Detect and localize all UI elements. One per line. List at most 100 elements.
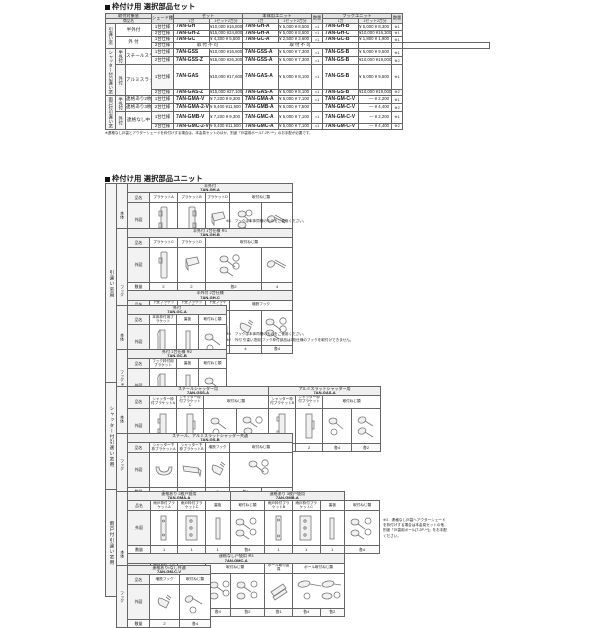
table-row: 2台仕様 取付不可 取付不可 xyxy=(106,42,490,49)
part-name: シャッター枠付ブラケットC xyxy=(176,395,204,410)
group-label-hikichigai: 引違い窓 xyxy=(105,23,116,49)
type-hangai: 半外付 xyxy=(114,23,153,37)
part-figure-amado-bracket-c2 xyxy=(291,510,321,547)
body-qty: ×1 xyxy=(311,122,324,130)
part-name: 取付ねじ類 xyxy=(197,358,228,370)
block-title: 半外付 7AN-GH-A xyxy=(126,182,294,194)
unit-section: 枠付け用 選択部品ユニット xyxy=(105,174,203,184)
part-name: 取付ねじ類 xyxy=(228,192,294,204)
set-code: 7AN-GSS xyxy=(173,47,211,58)
part-name: ポール取付ねじ類 xyxy=(291,562,346,574)
part-figure-shutter-lower-bracket-b xyxy=(177,452,206,489)
part-name: フック枠付用ブラケット xyxy=(149,358,177,370)
hook-code: 7AN-GM-C-V xyxy=(322,111,360,124)
block-title: 連格あり・なし共通 7AN-GM-C-V xyxy=(126,564,212,576)
table-row: シャッター付引違い窓 半外付 スチールスラット 1台仕様 7AN-GSS ¥10… xyxy=(105,47,490,96)
part-qty: 各4 xyxy=(322,443,353,453)
body-code: 7AN-GMB-A xyxy=(242,103,280,113)
group-label-amado: 雨戸付引違い窓 xyxy=(105,94,116,130)
hook-qty: ※2 xyxy=(391,56,404,66)
part-figure-bracket-c xyxy=(149,247,178,284)
figure-row: 外図 xyxy=(117,584,212,621)
hook-price: ¥ 5,000 ¥ 8,300 xyxy=(358,23,393,31)
part-figure-backplate-2 xyxy=(319,510,346,547)
block-title-row: 本体 半外付 7AN-GH-A xyxy=(116,182,294,247)
note-hook-2: ※2 外付 引違い窓用 フック枠付部品は2枚仕様のフックを取付けできません。 xyxy=(226,338,354,342)
set-code: 7AN-GAS xyxy=(173,64,211,90)
block-title-text: スチールシャッター用 xyxy=(178,386,219,391)
part-name: 取付ねじ類 xyxy=(322,395,382,410)
block-title-row: フック 半外付 1台仕様 ※1 7AN-GH-B xyxy=(116,227,294,354)
part-qty: 4 xyxy=(229,344,262,354)
part-qty: 各4 xyxy=(178,619,212,628)
body-qty xyxy=(311,103,324,113)
figure-row: 外図 xyxy=(117,510,380,547)
block-unit-code: 7AN-GH-B xyxy=(200,232,220,238)
block-unit-code: 7AN-GMA-A xyxy=(167,495,191,501)
set-price: ¥10,000 ¥17,600 xyxy=(209,64,244,90)
part-figure-screws xyxy=(229,510,266,547)
spec: 1台仕様 xyxy=(151,94,175,105)
set-section-heading: 枠付け用 選択部品セット xyxy=(105,2,490,12)
part-name: ブラケットD xyxy=(205,192,230,204)
type-sotozuke: 外付 xyxy=(115,111,126,130)
part-figure-screws xyxy=(229,452,293,489)
hook-qty: ※1 xyxy=(391,94,404,105)
part-figure-pole-screws xyxy=(291,572,346,609)
set-code: 7AN-GSS-Z xyxy=(173,56,211,66)
unit-block-gm-c-v: フック 連格あり・なし共通 7AN-GM-C-V 品名 増設フック 取付ねじ類 … xyxy=(116,564,212,628)
body-price: ¥ 5,000 ¥ 7,100 xyxy=(278,94,313,105)
part-qty: 2 xyxy=(177,282,206,292)
block-unit-code: 7AN-GC-A xyxy=(167,309,187,315)
hook-price: ¥ 1,800 ¥ 1,900 xyxy=(358,35,393,44)
part-qty: 2 xyxy=(149,619,180,628)
th-target-window: 取付対象窓 xyxy=(104,12,153,20)
note-amado-3: ※3 連格なし戸袋へアウターシェードを枠付けする場合は本金具セットの他、別途「戸… xyxy=(383,518,448,538)
part-name: 取付ねじ類 xyxy=(344,500,380,512)
part-qty: 2 xyxy=(295,443,324,453)
hook-code: 7AN-GS-B xyxy=(322,64,360,90)
hook-price: — ¥ 2,200 xyxy=(358,111,393,124)
part-figure-screws-3 xyxy=(322,408,353,445)
window-group-label: 雨戸付引違い窓用 xyxy=(106,490,117,596)
set-price: ¥10,000 ¥16,800 xyxy=(209,23,244,31)
type-hangai: 半外付 xyxy=(115,94,126,113)
part-name: 雨戸枠付ブラケットC xyxy=(291,500,321,512)
part-name: 裏板 xyxy=(204,500,231,512)
rowlabel-qty: 数量 xyxy=(127,619,150,628)
part-figure-amado-bracket-a xyxy=(149,510,179,547)
block-unit-code: 7AN-GMB-A xyxy=(275,495,299,501)
block-title-row: 半外付 2台仕様 7AN-GH-C xyxy=(117,290,294,301)
hook-price: ¥10,000 ¥16,300 xyxy=(358,29,393,37)
part-figure-screw-single xyxy=(260,247,294,284)
part-name-row: 品名 ブラケットC ブラケットD 取付ねじ類 xyxy=(117,237,294,249)
part-name: 雨戸枠付ブラケットB xyxy=(264,500,293,512)
hook-qty: ※2 xyxy=(391,122,404,130)
unit-section-heading: 枠付け用 選択部品ユニット xyxy=(105,174,203,184)
hook-price: — ¥ 4,400 xyxy=(358,122,393,130)
rowlabel-part-name: 品名 xyxy=(127,395,150,410)
table-row: 外 付 1台仕様 7AN-GC ¥ 4,300 ¥ 5,500 7AN-GC-A… xyxy=(106,35,490,49)
part-figure-amado-bracket-c xyxy=(177,510,206,547)
part-name: 取付ねじ類 xyxy=(202,395,270,410)
part-figure-extra-hook xyxy=(229,309,262,346)
hook-code: 7AN-GM-C-V xyxy=(322,94,360,105)
block-title-row: 本体 外付 7AN-GC-A xyxy=(116,304,227,369)
part-name: 取付ねじ類 xyxy=(229,500,266,512)
part-name: 裏板 xyxy=(319,500,346,512)
rowlabel-part-name: 品名 xyxy=(127,237,150,249)
rowlabel-part-name: 品名 xyxy=(127,574,150,586)
body-code: 7AN-GSS-A xyxy=(242,56,280,66)
block-title-text: 連格あり・なし共通 xyxy=(152,565,186,570)
body-price: ¥ 5,000 ¥ 8,500 xyxy=(278,23,313,31)
table-row: 外付 アルミスラット 1台仕様 7AN-GAS ¥10,000 ¥17,600 … xyxy=(106,64,490,96)
part-figure-extra-hook xyxy=(149,584,180,621)
block-title-text: 連格なし戸袋用 ※3 xyxy=(218,553,254,559)
part-qty: 1 xyxy=(319,545,346,555)
th-hook-qty: 数量 xyxy=(391,12,404,25)
part-name: シャッター下枠ブラケットA xyxy=(149,442,178,454)
spec: 1台仕様 xyxy=(151,47,175,58)
table-row: 2台仕様 7AN-GH-Z ¥15,000 ¥24,800 7AN-GH-A ¥… xyxy=(106,29,490,37)
part-figure-extra-hook xyxy=(205,452,230,489)
